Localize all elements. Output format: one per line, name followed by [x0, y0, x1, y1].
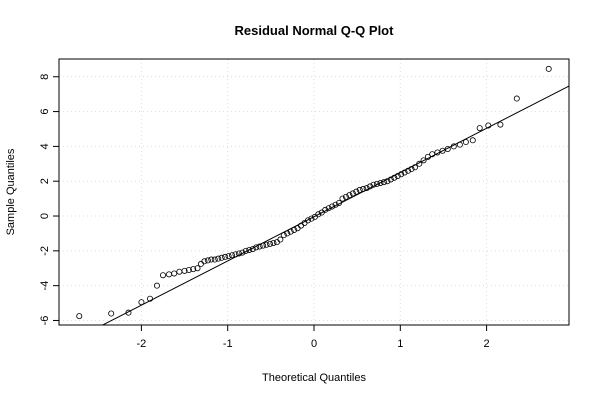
- plot-frame: [58, 58, 570, 326]
- x-tick-label: -1: [223, 338, 233, 350]
- y-axis-label: Sample Quantiles: [5, 148, 17, 235]
- chart-title: Residual Normal Q-Q Plot: [235, 23, 395, 38]
- point: [315, 211, 322, 218]
- point: [215, 255, 222, 262]
- point: [218, 254, 225, 261]
- point: [208, 256, 215, 263]
- point: [147, 295, 154, 302]
- y-tick-label: 4: [39, 143, 51, 149]
- point: [469, 137, 476, 144]
- y-tick-label: 0: [39, 213, 51, 219]
- point: [181, 267, 188, 274]
- point: [211, 256, 218, 263]
- point: [420, 157, 427, 164]
- point: [349, 190, 356, 197]
- point: [153, 282, 160, 289]
- point: [270, 240, 277, 247]
- point: [225, 253, 232, 260]
- point: [256, 243, 263, 250]
- point: [304, 217, 311, 224]
- x-tick-label: 1: [397, 338, 403, 350]
- point: [476, 125, 483, 132]
- y-tick-label: -6: [39, 316, 51, 326]
- point: [439, 147, 446, 154]
- point: [277, 236, 284, 243]
- reference-line: [101, 85, 569, 325]
- point: [204, 257, 211, 264]
- point: [263, 241, 270, 248]
- point: [159, 272, 166, 279]
- point: [339, 195, 346, 202]
- y-tick-label: 2: [39, 178, 51, 184]
- point: [513, 95, 520, 102]
- point: [201, 258, 208, 265]
- point: [342, 193, 349, 200]
- point: [229, 252, 236, 259]
- point: [108, 310, 115, 317]
- point: [346, 192, 353, 199]
- y-tick-label: -2: [39, 246, 51, 256]
- point: [377, 179, 384, 186]
- point: [190, 266, 197, 273]
- point: [76, 313, 83, 320]
- point: [308, 215, 315, 222]
- point: [222, 253, 229, 260]
- x-tick-label: 0: [311, 338, 317, 350]
- y-tick-label: 8: [39, 74, 51, 80]
- point: [353, 188, 360, 195]
- x-tick-label: -2: [137, 338, 147, 350]
- point: [194, 265, 201, 272]
- point: [545, 65, 552, 72]
- point: [497, 121, 504, 128]
- y-tick-label: -4: [39, 281, 51, 291]
- point: [266, 240, 273, 247]
- point: [171, 270, 178, 277]
- point: [485, 122, 492, 129]
- y-tick-label: 6: [39, 109, 51, 115]
- point: [429, 151, 436, 158]
- point: [246, 246, 253, 253]
- point: [356, 186, 363, 193]
- x-tick-label: 2: [484, 338, 490, 350]
- point: [373, 180, 380, 187]
- point: [185, 266, 192, 273]
- x-axis-label: Theoretical Quantiles: [262, 372, 366, 384]
